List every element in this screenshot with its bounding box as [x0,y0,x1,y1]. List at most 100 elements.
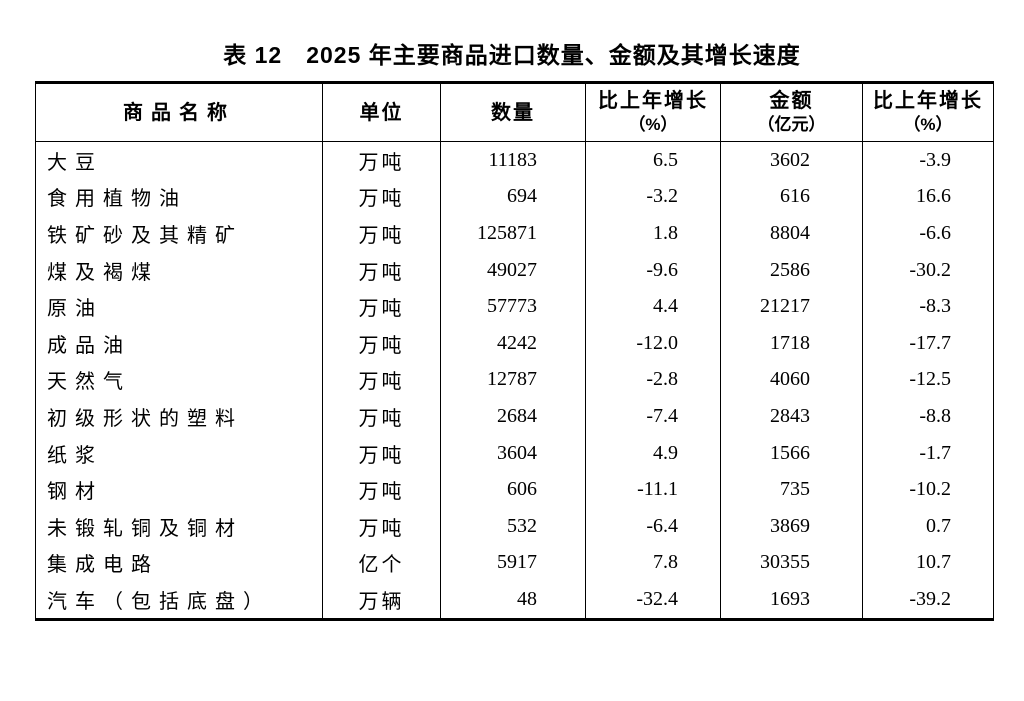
cell-commodity-name: 煤及褐煤 [47,261,159,284]
cell-commodity-name: 汽车（包括底盘） [47,590,271,613]
cell-quantity: 125871 [440,215,586,252]
cell-commodity-name: 大豆 [47,151,103,174]
table-row: 钢材 万吨 606 -11.1 735 -10.2 [36,471,994,508]
cell-amount-growth: -6.6 [862,215,994,252]
cell-quantity: 606 [440,471,586,508]
cell-quantity-growth: 1.8 [585,215,721,252]
table-title: 表 12 2025 年主要商品进口数量、金额及其增长速度 [223,42,801,68]
cell-commodity-name: 纸浆 [47,444,103,467]
cell-commodity-name: 食用植物油 [47,188,187,211]
cell-quantity-growth: -7.4 [585,398,721,435]
table-row: 大豆 万吨 11183 6.5 3602 -3.9 [36,141,994,179]
column-header-quantity-growth-label: 比上年增长 [598,89,708,112]
cell-quantity: 694 [440,178,586,216]
table-row: 原油 万吨 57773 4.4 21217 -8.3 [36,288,994,325]
cell-quantity-growth: -11.1 [585,471,721,508]
cell-quantity-growth: -6.4 [585,507,721,545]
cell-amount: 1693 [720,581,863,620]
column-header-amount-growth: 比上年增长 （%） [862,82,994,142]
cell-unit: 亿个 [322,544,441,582]
header-row: 商品名称 单位 数量 比上年增长 （%） 金额 （亿元） 比上年增长 （%） [35,82,994,142]
cell-quantity-growth: -12.0 [585,324,721,362]
cell-amount-growth: -1.7 [862,434,994,472]
cell-quantity: 57773 [440,288,586,325]
cell-quantity-growth: 4.4 [585,288,721,325]
cell-amount: 21217 [720,288,863,325]
cell-quantity: 3604 [440,434,586,472]
cell-commodity-name: 未锻轧铜及铜材 [47,517,243,540]
cell-amount: 3869 [720,507,863,545]
table-row: 初级形状的塑料 万吨 2684 -7.4 2843 -8.8 [36,398,994,435]
column-header-amount-growth-sub: （%） [903,114,953,134]
cell-amount: 616 [720,178,863,216]
cell-unit: 万辆 [322,581,441,620]
cell-amount: 4060 [720,361,863,399]
cell-amount: 3602 [720,141,863,179]
cell-unit: 万吨 [322,507,441,545]
table-row: 纸浆 万吨 3604 4.9 1566 -1.7 [36,434,994,472]
cell-quantity: 12787 [440,361,586,399]
column-header-amount-label: 金额 [769,89,814,112]
column-header-amount-sub: （亿元） [757,114,826,134]
cell-amount-growth: -30.2 [862,251,994,289]
cell-unit: 万吨 [322,324,441,362]
cell-amount-growth: 0.7 [862,507,994,545]
cell-unit: 万吨 [322,141,441,179]
cell-unit: 万吨 [322,178,441,216]
column-header-quantity-growth: 比上年增长 （%） [585,82,721,142]
cell-unit: 万吨 [322,288,441,325]
cell-quantity-growth: -32.4 [585,581,721,620]
table-body: 大豆 万吨 11183 6.5 3602 -3.9 食用植物油 万吨 694 -3.2 616 16.… [36,141,994,620]
cell-unit: 万吨 [322,471,441,508]
cell-quantity: 4242 [440,324,586,362]
table-row: 成品油 万吨 4242 -12.0 1718 -17.7 [36,324,994,362]
column-header-commodity: 商品名称 [35,82,323,142]
table-row: 集成电路 亿个 5917 7.8 30355 10.7 [36,544,994,582]
column-header-quantity-growth-sub: （%） [628,114,678,134]
cell-amount-growth: -10.2 [862,471,994,508]
cell-amount: 1718 [720,324,863,362]
column-header-amount: 金额 （亿元） [720,82,863,142]
table-row: 汽车（包括底盘） 万辆 48 -32.4 1693 -39.2 [36,581,994,620]
cell-quantity: 2684 [440,398,586,435]
column-header-quantity: 数量 [440,82,586,142]
cell-quantity: 48 [440,581,586,620]
cell-amount-growth: -8.8 [862,398,994,435]
cell-commodity-name: 原油 [47,298,103,321]
cell-amount-growth: 16.6 [862,178,994,216]
cell-quantity-growth: 7.8 [585,544,721,582]
cell-amount: 30355 [720,544,863,582]
column-header-amount-growth-label: 比上年增长 [873,89,983,112]
cell-commodity-name: 天然气 [47,371,131,394]
cell-commodity-name: 钢材 [47,481,103,504]
cell-commodity-name: 初级形状的塑料 [47,407,243,430]
cell-amount: 2843 [720,398,863,435]
cell-unit: 万吨 [322,251,441,289]
cell-commodity-name: 集成电路 [47,554,159,577]
table-row: 煤及褐煤 万吨 49027 -9.6 2586 -30.2 [36,251,994,289]
cell-quantity: 532 [440,507,586,545]
cell-quantity: 5917 [440,544,586,582]
cell-amount: 735 [720,471,863,508]
cell-commodity-name: 铁矿砂及其精矿 [47,224,243,247]
column-header-unit: 单位 [322,82,441,142]
cell-amount: 1566 [720,434,863,472]
cell-unit: 万吨 [322,361,441,399]
cell-quantity-growth: -9.6 [585,251,721,289]
cell-quantity: 49027 [440,251,586,289]
cell-quantity-growth: -2.8 [585,361,721,399]
table-row: 铁矿砂及其精矿 万吨 125871 1.8 8804 -6.6 [36,215,994,252]
cell-amount-growth: -3.9 [862,141,994,179]
cell-unit: 万吨 [322,398,441,435]
cell-amount-growth: 10.7 [862,544,994,582]
cell-amount-growth: -8.3 [862,288,994,325]
table-row: 食用植物油 万吨 694 -3.2 616 16.6 [36,178,994,216]
cell-amount: 8804 [720,215,863,252]
cell-amount: 2586 [720,251,863,289]
cell-amount-growth: -39.2 [862,581,994,620]
cell-quantity-growth: 4.9 [585,434,721,472]
cell-unit: 万吨 [322,434,441,472]
imports-table: 商品名称 单位 数量 比上年增长 （%） 金额 （亿元） 比上年增长 （%） 大… [35,81,994,621]
cell-quantity-growth: -3.2 [585,178,721,216]
cell-quantity: 11183 [440,141,586,179]
